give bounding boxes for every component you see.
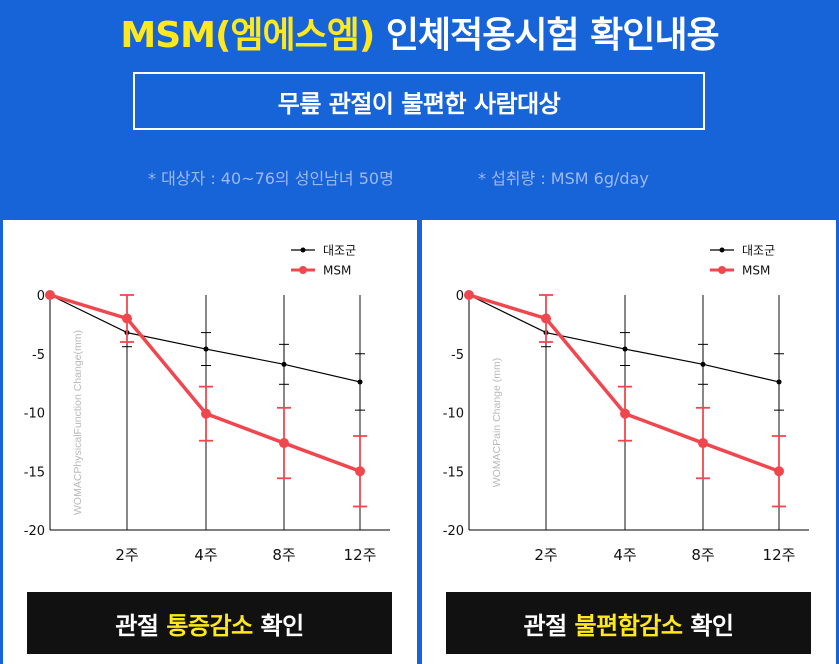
- x-tick-label: 8주: [691, 546, 714, 564]
- y-tick-label: -20: [24, 524, 45, 539]
- legend-label: MSM: [323, 264, 351, 278]
- y-tick-label: -5: [32, 348, 45, 363]
- data-point-msm: [774, 466, 784, 477]
- data-point-control: [700, 361, 706, 367]
- data-point-msm: [620, 408, 630, 419]
- caption-highlight: 통증감소: [166, 611, 253, 640]
- chart-svg-physical-function: 0 -5 -10 -15 -20 2주 4주 8주 12주 WOMACPhysicalFuncti…: [24, 244, 390, 564]
- caption-banner-pain-reduction: 관절 통증감소 확인: [27, 592, 392, 654]
- caption-pre: 관절: [523, 611, 568, 640]
- subtitle-box: 무릎 관절이 불편한 사람대상: [133, 72, 705, 130]
- caption-post: 확인: [690, 611, 734, 640]
- y-axis-label: WOMACPhysicalFunction Change(mm): [72, 330, 84, 515]
- page-title: MSM(엠에스엠) 인체적용시험 확인내용: [0, 6, 839, 58]
- chart-panel-physical-function: 0 -5 -10 -15 -20 2주 4주 8주 12주 WOMACPhysicalFuncti…: [3, 220, 417, 664]
- data-point-msm: [201, 408, 211, 419]
- x-tick-label: 2주: [115, 546, 138, 564]
- chart-panel-pain: 0 -5 -10 -15 -20 2주 4주 8주 12주 WOMACPain Change (m…: [422, 220, 836, 664]
- y-tick-label: -15: [24, 465, 45, 480]
- x-tick-label: 12주: [763, 546, 796, 564]
- title-highlight: MSM(엠에스엠): [120, 15, 375, 56]
- y-tick-label: 0: [456, 289, 464, 304]
- title-rest: 인체적용시험 확인내용: [374, 15, 720, 56]
- data-point-msm: [45, 290, 55, 300]
- caption-post: 확인: [260, 611, 305, 640]
- legend-swatch-marker: [719, 247, 725, 253]
- legend-label: 대조군: [323, 244, 356, 258]
- y-tick-label: -10: [24, 407, 45, 422]
- data-point-msm: [122, 313, 132, 324]
- x-tick-label: 4주: [613, 546, 636, 564]
- data-point-msm: [541, 313, 551, 324]
- data-point-control: [281, 361, 287, 367]
- y-tick-label: -15: [443, 465, 464, 480]
- caption-banner-discomfort-reduction: 관절 불편함감소 확인: [446, 592, 811, 654]
- y-tick-label: -5: [451, 348, 464, 363]
- note-intake: * 섭취량 : MSM 6g/day: [478, 169, 649, 188]
- data-point-msm: [698, 438, 708, 449]
- legend-label: MSM: [742, 264, 770, 278]
- data-point-msm: [355, 466, 365, 477]
- caption-pre: 관절: [115, 611, 159, 640]
- subtitle-text: 무릎 관절이 불편한 사람대상: [277, 89, 561, 118]
- data-point-control: [357, 379, 363, 385]
- legend-label: 대조군: [742, 244, 775, 258]
- y-tick-label: -20: [443, 524, 464, 539]
- chart-svg-pain: 0 -5 -10 -15 -20 2주 4주 8주 12주 WOMACPain Change (m…: [443, 244, 809, 564]
- caption-highlight: 불편함감소: [574, 611, 683, 640]
- x-tick-label: 12주: [344, 546, 377, 564]
- data-point-control: [776, 379, 782, 385]
- x-tick-label: 2주: [534, 546, 557, 564]
- legend-swatch-marker: [299, 266, 307, 274]
- data-point-msm: [464, 290, 474, 300]
- x-tick-label: 4주: [194, 546, 217, 564]
- note-subjects: * 대상자 : 40~76의 성인남녀 50명: [148, 169, 394, 188]
- y-axis-label: WOMACPain Change (mm): [491, 358, 503, 488]
- data-point-msm: [279, 438, 289, 449]
- y-tick-label: 0: [37, 289, 45, 304]
- x-tick-label: 8주: [272, 546, 295, 564]
- legend-swatch-marker: [300, 247, 306, 253]
- data-point-control: [203, 346, 209, 352]
- y-tick-label: -10: [443, 407, 464, 422]
- series-line-msm: [49, 293, 361, 473]
- series-line-msm: [468, 293, 780, 473]
- data-point-control: [622, 346, 628, 352]
- legend-swatch-marker: [718, 266, 726, 274]
